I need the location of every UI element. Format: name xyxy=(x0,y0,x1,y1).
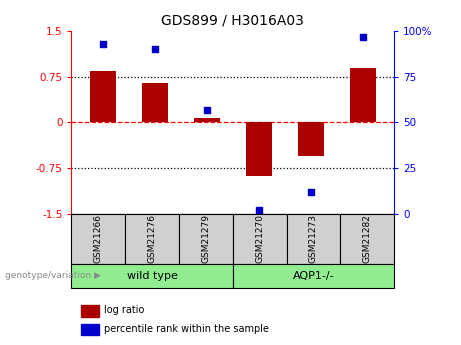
Text: wild type: wild type xyxy=(127,271,177,281)
Bar xyxy=(81,305,99,317)
Text: GSM21273: GSM21273 xyxy=(309,214,318,264)
Bar xyxy=(179,214,233,264)
Bar xyxy=(233,264,394,288)
Text: percentile rank within the sample: percentile rank within the sample xyxy=(104,324,269,334)
Bar xyxy=(350,68,376,122)
Point xyxy=(151,47,159,52)
Bar xyxy=(71,214,125,264)
Point xyxy=(203,107,211,112)
Text: GSM21282: GSM21282 xyxy=(363,215,372,263)
Text: GSM21266: GSM21266 xyxy=(94,214,103,264)
Bar xyxy=(233,214,287,264)
Bar xyxy=(246,122,272,176)
Point xyxy=(307,189,314,195)
Text: genotype/variation ▶: genotype/variation ▶ xyxy=(5,272,100,280)
Bar xyxy=(142,83,168,122)
Text: GSM21279: GSM21279 xyxy=(201,214,210,264)
Title: GDS899 / H3016A03: GDS899 / H3016A03 xyxy=(161,13,304,27)
Bar xyxy=(340,214,394,264)
Bar xyxy=(298,122,324,156)
Text: AQP1-/-: AQP1-/- xyxy=(293,271,334,281)
Point xyxy=(359,34,366,39)
Bar xyxy=(125,214,179,264)
Text: GSM21276: GSM21276 xyxy=(148,214,157,264)
Text: GSM21270: GSM21270 xyxy=(255,214,264,264)
Bar xyxy=(287,214,340,264)
Bar xyxy=(71,264,233,288)
Bar xyxy=(194,118,220,122)
Bar xyxy=(90,71,116,122)
Point xyxy=(255,207,262,213)
Bar xyxy=(81,324,99,335)
Point xyxy=(99,41,106,47)
Text: log ratio: log ratio xyxy=(104,305,144,315)
